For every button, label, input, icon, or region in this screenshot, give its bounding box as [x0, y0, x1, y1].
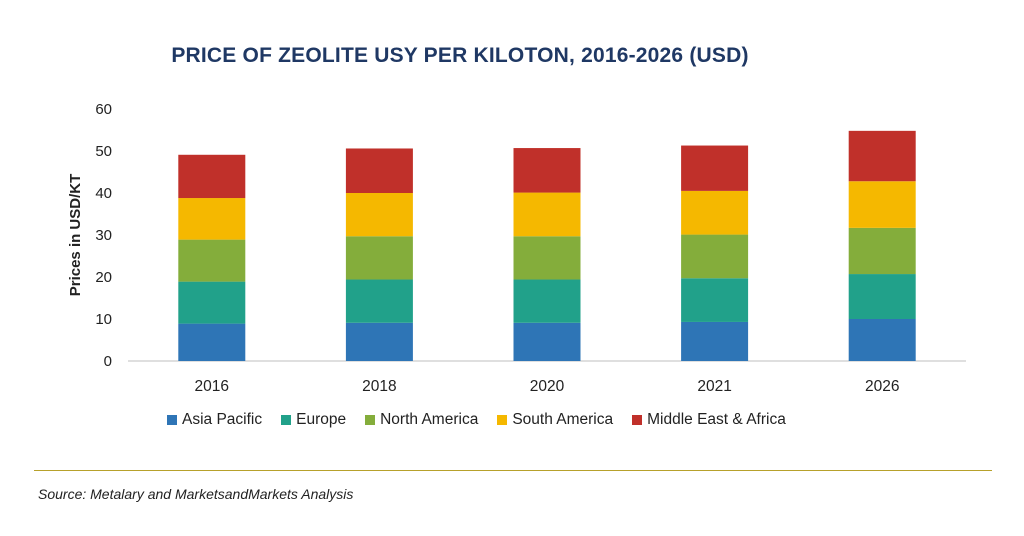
- bar-segment: [681, 321, 749, 361]
- y-tick-label: 20: [95, 269, 112, 286]
- bar-segment: [345, 193, 413, 237]
- bar-segment: [681, 190, 749, 235]
- y-tick-label: 60: [95, 101, 112, 118]
- bar-segment: [345, 148, 413, 193]
- y-tick-label: 40: [95, 185, 112, 202]
- y-axis-ticks: 0 10 20 30 40 50 60: [95, 101, 112, 370]
- legend-item: South America: [497, 411, 613, 429]
- legend-swatch: [281, 415, 292, 425]
- y-tick-label: 50: [95, 143, 112, 160]
- bar-segment: [178, 198, 246, 240]
- legend-swatch: [365, 415, 376, 425]
- bars: [178, 130, 916, 361]
- bar-segment: [848, 130, 916, 182]
- legend-label: South America: [512, 411, 614, 428]
- bar-segment: [848, 274, 916, 319]
- bar-segment: [345, 236, 413, 280]
- y-tick-label: 10: [95, 311, 112, 328]
- legend: Asia Pacific Europe North America South Ame…: [0, 411, 1024, 429]
- y-axis-title-group: Prices in USD/KT: [67, 174, 84, 297]
- x-tick-label: 2021: [697, 378, 731, 395]
- source-note: Source: Metalary and MarketsandMarkets A…: [38, 486, 354, 502]
- bar-segment: [848, 227, 916, 275]
- legend-label: Europe: [296, 411, 347, 428]
- legend-item: Europe: [281, 411, 346, 429]
- bar-segment: [345, 322, 413, 361]
- bar-segment: [513, 322, 581, 361]
- bar-segment: [848, 181, 916, 228]
- divider-line: [34, 470, 992, 471]
- legend-item: Asia Pacific: [167, 411, 262, 429]
- x-tick-label: 2020: [530, 378, 565, 395]
- bar-segment: [178, 154, 246, 199]
- bar-segment: [513, 236, 581, 280]
- y-tick-label: 0: [104, 353, 112, 370]
- bar-segment: [681, 278, 749, 322]
- bar-segment: [513, 279, 581, 323]
- x-tick-label: 2018: [362, 378, 396, 395]
- legend-item: North America: [365, 411, 478, 429]
- bar-segment: [681, 234, 749, 279]
- bar-segment: [848, 319, 916, 361]
- legend-swatch: [497, 415, 508, 425]
- x-axis-ticks: 2016 2018 2020 2021 2026: [195, 378, 900, 395]
- chart-title: PRICE OF ZEOLITE USY PER KILOTON, 2016-2…: [171, 44, 749, 67]
- legend-label: Asia Pacific: [182, 411, 263, 428]
- legend-item: Middle East & Africa: [632, 411, 786, 429]
- legend-swatch: [167, 415, 177, 425]
- bar-segment: [178, 281, 246, 324]
- legend-swatch: [632, 415, 643, 425]
- bar-segment: [345, 279, 413, 323]
- x-tick-label: 2026: [865, 378, 899, 395]
- legend-label: Middle East & Africa: [647, 411, 786, 428]
- bar-segment: [681, 145, 749, 191]
- y-axis-title: Prices in USD/KT: [67, 174, 84, 297]
- bar-segment: [178, 323, 246, 361]
- y-tick-label: 30: [95, 227, 112, 244]
- bar-segment: [513, 192, 581, 237]
- bar-segment: [513, 148, 581, 193]
- x-tick-label: 2016: [195, 378, 229, 395]
- bar-segment: [178, 239, 246, 282]
- legend-label: North America: [380, 411, 479, 428]
